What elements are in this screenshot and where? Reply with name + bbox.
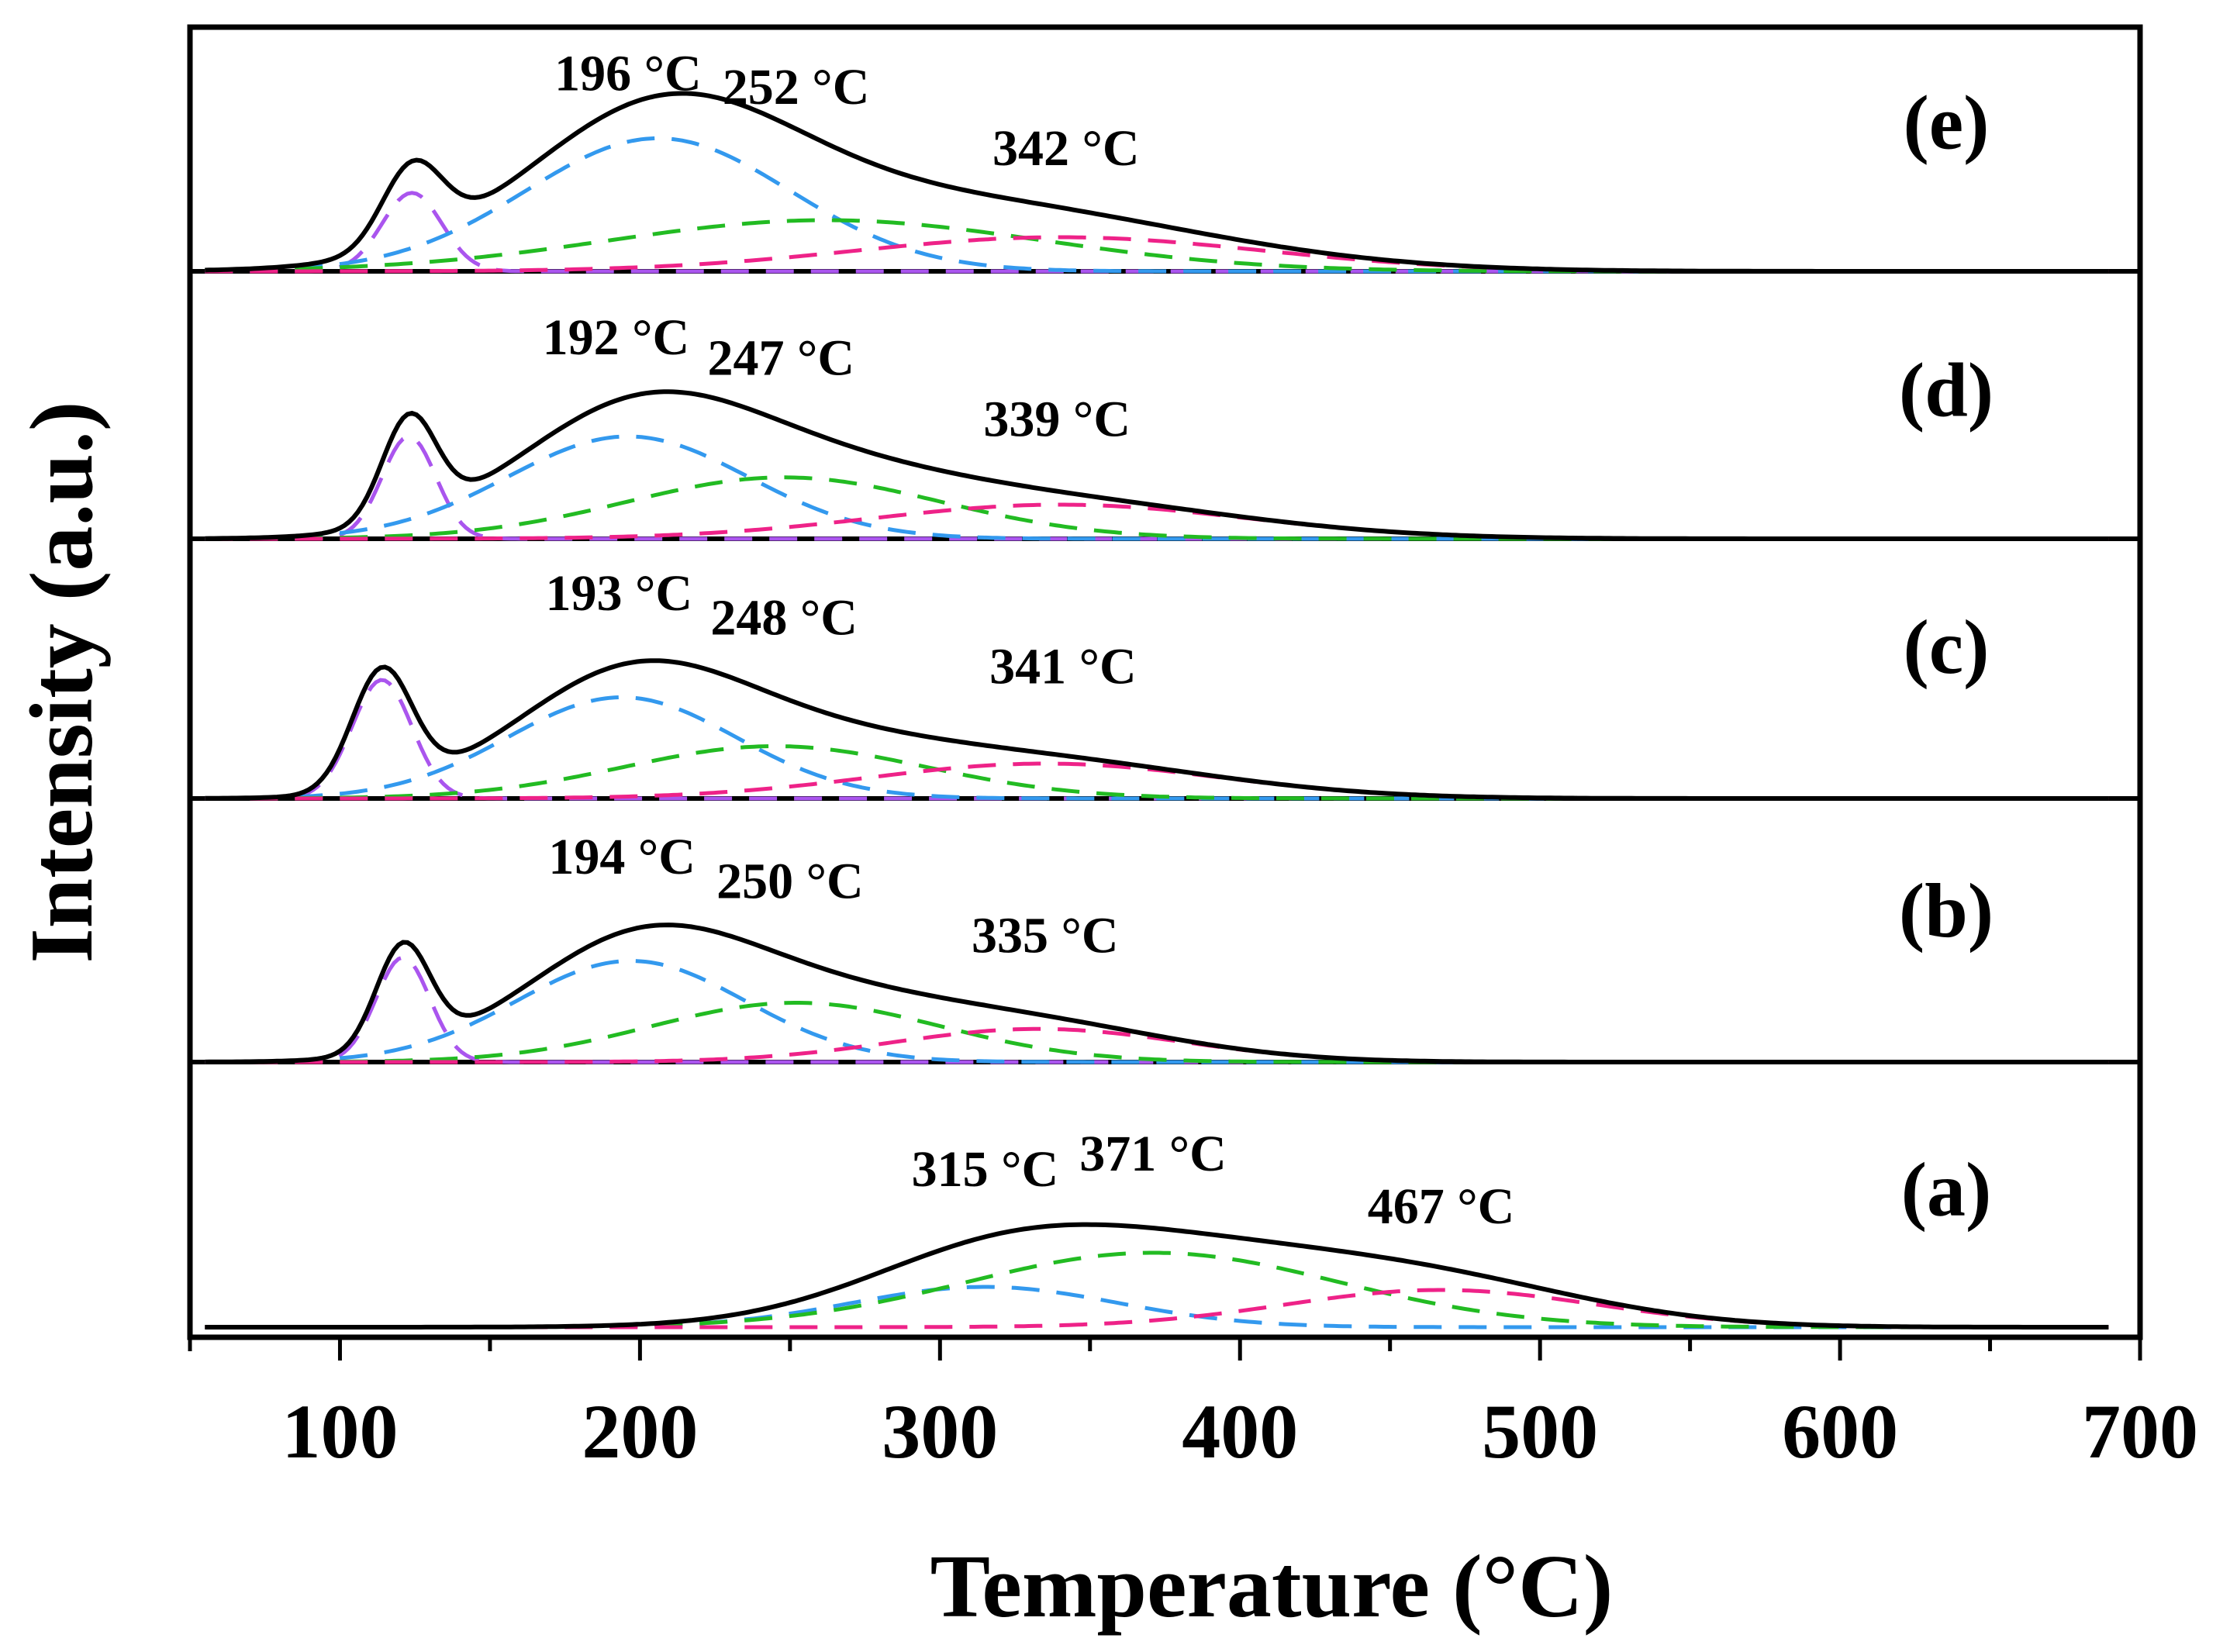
- total-curve: [205, 658, 2109, 801]
- x-tick-label: 500: [1482, 1388, 1598, 1474]
- component-curve-blue: [205, 434, 2109, 541]
- x-axis-label: Temperature (°C): [930, 1537, 1614, 1636]
- peak-annotation: 467 °C: [1368, 1178, 1515, 1235]
- total-curve: [205, 389, 2109, 541]
- component-curve-blue: [205, 959, 2109, 1064]
- panel-label: (b): [1899, 867, 1994, 954]
- component-curve-blue: [205, 136, 2109, 274]
- panel-label: (c): [1904, 604, 1990, 690]
- x-axis: 100 200 300 400 500 600 700: [188, 1337, 2198, 1474]
- x-tick-label: 300: [882, 1388, 998, 1474]
- peak-annotation: 315 °C: [912, 1141, 1059, 1198]
- x-tick-label: 400: [1182, 1388, 1298, 1474]
- panel-d: (d) 192 °C 247 °C 339 °C: [190, 309, 2140, 541]
- panel-label: (d): [1899, 347, 1994, 433]
- x-tick-label: 700: [2082, 1388, 2198, 1474]
- component-curve-green: [205, 1001, 2109, 1064]
- component-curve-green: [205, 1250, 2109, 1330]
- panels-layer: (e) 196 °C 252 °C 342 °C (d) 192 °C 247 °C 339 …: [190, 45, 2140, 1330]
- panel-label: (a): [1901, 1147, 1992, 1233]
- panel-e: (e) 196 °C 252 °C 342 °C: [190, 45, 2140, 274]
- y-axis-label: Intensity (a.u.): [12, 401, 112, 963]
- peak-annotation: 193 °C: [546, 565, 693, 622]
- peak-annotation: 192 °C: [543, 309, 690, 366]
- peak-annotation: 335 °C: [972, 907, 1119, 964]
- panel-a: (a) 315 °C 371 °C 467 °C: [205, 1126, 2109, 1330]
- component-curve-blue: [205, 695, 2109, 801]
- total-curve: [205, 1222, 2109, 1330]
- panel-c: (c) 193 °C 248 °C 341 °C: [190, 565, 2140, 801]
- component-curve-green: [205, 744, 2109, 801]
- component-curve-purple: [205, 191, 2109, 274]
- peak-annotation: 247 °C: [707, 329, 854, 386]
- total-curve: [205, 923, 2109, 1064]
- peak-annotation: 342 °C: [992, 120, 1140, 177]
- panel-b: (b) 194 °C 250 °C 335 °C: [190, 829, 2140, 1064]
- peak-annotation: 248 °C: [710, 590, 858, 647]
- x-tick-label: 100: [281, 1388, 398, 1474]
- peak-annotation: 252 °C: [723, 59, 870, 116]
- plot-frame: [187, 24, 2143, 1340]
- panel-label: (e): [1904, 80, 1990, 166]
- x-tick-label: 200: [582, 1388, 698, 1474]
- total-curve: [205, 91, 2109, 274]
- peak-annotation: 339 °C: [983, 391, 1131, 448]
- peak-annotation: 371 °C: [1079, 1126, 1227, 1182]
- peak-annotation: 250 °C: [716, 854, 864, 910]
- peak-annotation: 194 °C: [548, 829, 696, 885]
- component-curve-green: [205, 218, 2109, 274]
- peak-annotation: 341 °C: [989, 639, 1137, 695]
- peak-annotation: 196 °C: [554, 45, 702, 102]
- x-tick-label: 600: [1782, 1388, 1898, 1474]
